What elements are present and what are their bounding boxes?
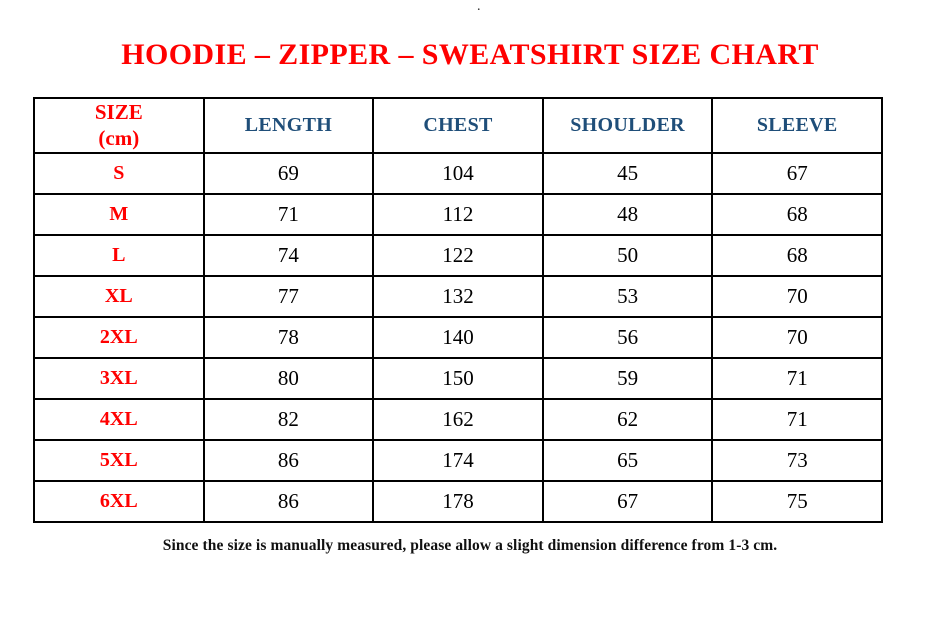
measurement-note: Since the size is manually measured, ple… bbox=[162, 537, 778, 554]
table-row: XL 77 132 53 70 bbox=[33, 275, 883, 318]
sleeve-value: 68 bbox=[711, 234, 883, 277]
length-value: 69 bbox=[202, 152, 375, 195]
table-row: 3XL 80 150 59 71 bbox=[33, 357, 883, 400]
sleeve-value: 67 bbox=[711, 152, 883, 195]
length-value: 74 bbox=[202, 234, 375, 277]
chest-value: 132 bbox=[372, 275, 544, 318]
chest-value: 174 bbox=[372, 439, 544, 482]
chest-value: 162 bbox=[372, 398, 544, 441]
size-label: XL bbox=[33, 275, 205, 318]
shoulder-value: 65 bbox=[541, 439, 714, 482]
chest-value: 150 bbox=[372, 357, 544, 400]
size-chart-table: SIZE (cm) LENGTH CHEST SHOULDER SLEEVE S… bbox=[33, 97, 883, 523]
chest-value: 140 bbox=[372, 316, 544, 359]
column-header-size: SIZE (cm) bbox=[33, 97, 205, 154]
chest-value: 122 bbox=[372, 234, 544, 277]
shoulder-value: 45 bbox=[541, 152, 714, 195]
column-header-sleeve: SLEEVE bbox=[711, 97, 883, 154]
shoulder-value: 48 bbox=[541, 193, 714, 236]
table-row: 5XL 86 174 65 73 bbox=[33, 439, 883, 482]
table-row: 4XL 82 162 62 71 bbox=[33, 398, 883, 441]
shoulder-value: 53 bbox=[541, 275, 714, 318]
size-label: 5XL bbox=[33, 439, 205, 482]
size-label: 6XL bbox=[33, 480, 205, 523]
sleeve-value: 70 bbox=[711, 316, 883, 359]
size-header-line1: SIZE bbox=[94, 100, 143, 125]
sleeve-value: 71 bbox=[711, 357, 883, 400]
shoulder-value: 59 bbox=[541, 357, 714, 400]
shoulder-value: 56 bbox=[541, 316, 714, 359]
length-value: 82 bbox=[202, 398, 375, 441]
table-row: L 74 122 50 68 bbox=[33, 234, 883, 277]
chest-value: 178 bbox=[372, 480, 544, 523]
length-value: 86 bbox=[202, 480, 375, 523]
shoulder-value: 62 bbox=[541, 398, 714, 441]
chest-value: 112 bbox=[372, 193, 544, 236]
size-label: 4XL bbox=[33, 398, 205, 441]
length-value: 80 bbox=[202, 357, 375, 400]
size-header-line2: (cm) bbox=[98, 125, 140, 150]
chest-value: 104 bbox=[372, 152, 544, 195]
length-value: 86 bbox=[202, 439, 375, 482]
size-label: S bbox=[33, 152, 205, 195]
column-header-chest: CHEST bbox=[372, 97, 544, 154]
sleeve-value: 71 bbox=[711, 398, 883, 441]
page-title: HOODIE – ZIPPER – SWEATSHIRT SIZE CHART bbox=[121, 38, 819, 71]
stray-dot: . bbox=[477, 0, 481, 14]
length-value: 71 bbox=[202, 193, 375, 236]
length-value: 78 bbox=[202, 316, 375, 359]
sleeve-value: 70 bbox=[711, 275, 883, 318]
sleeve-value: 73 bbox=[711, 439, 883, 482]
table-row: 6XL 86 178 67 75 bbox=[33, 480, 883, 523]
table-row: M 71 112 48 68 bbox=[33, 193, 883, 236]
sleeve-value: 75 bbox=[711, 480, 883, 523]
size-label: L bbox=[33, 234, 205, 277]
table-row: 2XL 78 140 56 70 bbox=[33, 316, 883, 359]
size-label: 3XL bbox=[33, 357, 205, 400]
column-header-length: LENGTH bbox=[202, 97, 375, 154]
shoulder-value: 67 bbox=[541, 480, 714, 523]
table-row: S 69 104 45 67 bbox=[33, 152, 883, 195]
table-header-row: SIZE (cm) LENGTH CHEST SHOULDER SLEEVE bbox=[33, 97, 883, 154]
sleeve-value: 68 bbox=[711, 193, 883, 236]
length-value: 77 bbox=[202, 275, 375, 318]
size-label: M bbox=[33, 193, 205, 236]
column-header-shoulder: SHOULDER bbox=[541, 97, 714, 154]
shoulder-value: 50 bbox=[541, 234, 714, 277]
size-label: 2XL bbox=[33, 316, 205, 359]
